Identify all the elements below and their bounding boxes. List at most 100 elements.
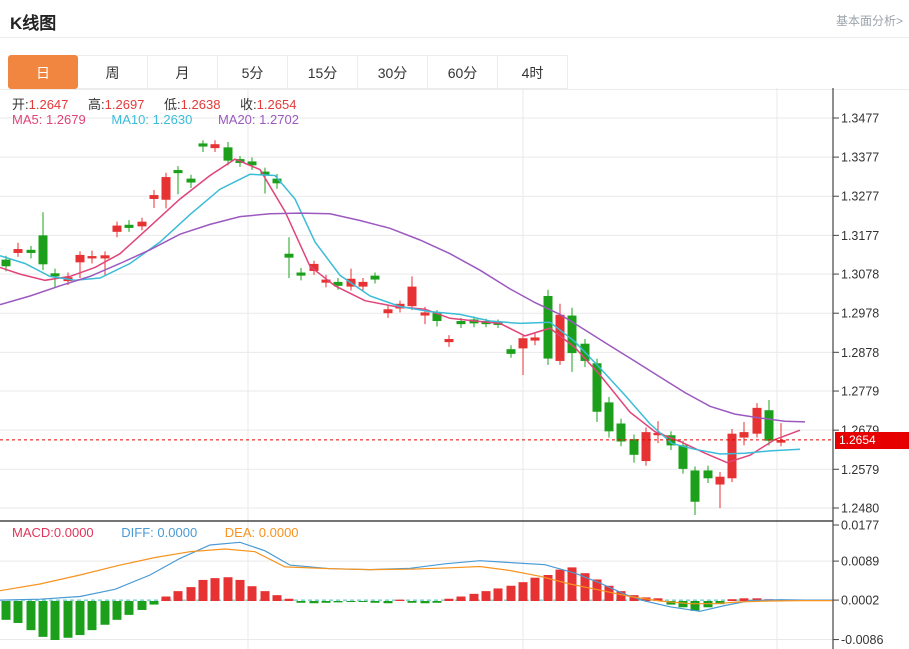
axis-tick-label: 0.0177	[841, 519, 879, 533]
candle-body	[715, 476, 725, 485]
macd-bar	[198, 579, 208, 601]
candle-body	[112, 225, 122, 232]
candle-body	[100, 255, 110, 259]
candle-body	[432, 313, 442, 322]
axis-tick-label: 0.0089	[841, 555, 879, 569]
widget-header: K线图 基本面分析>	[0, 0, 909, 38]
macd-bar	[247, 586, 257, 601]
macd-bar	[616, 591, 626, 601]
candle-body	[703, 470, 713, 479]
macd-bar	[506, 585, 516, 601]
dea-line	[0, 548, 833, 605]
macd-readout: MACD:0.0000 DIFF: 0.0000 DEA: 0.0000	[12, 525, 323, 540]
macd-bar	[666, 601, 676, 605]
tab-4hour[interactable]: 4时	[498, 55, 568, 89]
candle-body	[653, 432, 663, 436]
axis-tick-label: 1.2978	[841, 307, 879, 321]
candle-body	[456, 321, 466, 325]
macd-bar	[87, 601, 97, 631]
candle-body	[260, 171, 270, 175]
macd-bar	[235, 579, 245, 601]
candle-body	[358, 281, 368, 287]
macd-bar	[333, 601, 343, 603]
candle-body	[727, 433, 737, 479]
macd-bar	[38, 601, 48, 637]
macd-bar	[407, 601, 417, 603]
candle-body	[518, 338, 528, 349]
macd-bar	[395, 599, 405, 601]
candle-body	[50, 273, 60, 277]
candle-body	[764, 410, 774, 441]
axis-tick-label: 0.0002	[841, 594, 879, 608]
dea-value: DEA: 0.0000	[224, 525, 299, 540]
fundamental-analysis-link[interactable]: 基本面分析>	[835, 14, 903, 28]
macd-value: MACD:0.0000	[12, 525, 94, 540]
macd-bar	[260, 591, 270, 601]
tab-5min[interactable]: 5分	[218, 55, 288, 89]
macd-bar	[13, 601, 23, 623]
macd-bar	[604, 585, 614, 601]
candle-body	[38, 235, 48, 265]
period-tabs: 日 周 月 5分 15分 30分 60分 4时	[8, 55, 568, 90]
candle-body	[592, 363, 602, 412]
candle-body	[420, 312, 430, 316]
candle-body	[739, 432, 749, 438]
tab-day[interactable]: 日	[8, 55, 78, 89]
candle-body	[161, 177, 171, 200]
candle-body	[210, 144, 220, 149]
ohlc-readout: 开:1.2647 高:1.2697 低:1.2638 收:1.2654	[12, 94, 312, 113]
candle-body	[370, 275, 380, 280]
macd-bar	[518, 582, 528, 601]
macd-bar	[63, 601, 73, 638]
macd-bar	[420, 601, 430, 604]
candle-body	[530, 337, 540, 341]
candle-body	[247, 161, 257, 166]
candle-body	[124, 224, 134, 228]
macd-bar	[690, 601, 700, 611]
candle-body	[333, 281, 343, 286]
tab-week[interactable]: 周	[78, 55, 148, 89]
macd-bar	[112, 601, 122, 620]
candlestick-chart[interactable]: 1.3477 1.3377 1.3277 1.3177 1.3078 1.2978 1.28…	[0, 88, 909, 649]
candle-body	[776, 439, 786, 443]
macd-bar	[321, 601, 331, 603]
axis-tick-label: 1.2480	[841, 502, 879, 516]
candle-body	[198, 143, 208, 147]
candle-body	[616, 423, 626, 442]
macd-bar	[383, 601, 393, 604]
ma10-readout: MA10: 1.2630	[111, 112, 193, 127]
macd-bar	[173, 591, 183, 601]
candle-body	[87, 256, 97, 259]
tab-15min[interactable]: 15分	[288, 55, 358, 89]
diff-value: DIFF: 0.0000	[121, 525, 198, 540]
candle-body	[284, 253, 294, 258]
macd-bar	[432, 601, 442, 603]
candle-body	[383, 309, 393, 314]
macd-bar	[75, 601, 85, 636]
tab-60min[interactable]: 60分	[428, 55, 498, 89]
macd-bar	[50, 601, 60, 641]
candle-body	[13, 249, 23, 253]
page-title: K线图	[10, 14, 57, 33]
axis-tick-label: 1.2779	[841, 385, 879, 399]
candle-body	[444, 339, 454, 343]
macd-bar	[543, 574, 553, 601]
macd-bar	[715, 601, 725, 605]
candle-body	[149, 195, 159, 199]
macd-bar	[444, 598, 454, 601]
candle-body	[629, 439, 639, 455]
macd-bar	[161, 596, 171, 601]
macd-bar	[653, 598, 663, 601]
axis-tick-label: 1.3277	[841, 190, 879, 204]
candle-body	[296, 272, 306, 276]
candle-body	[321, 279, 331, 283]
tab-month[interactable]: 月	[148, 55, 218, 89]
axis-tick-label: 1.3177	[841, 229, 879, 243]
macd-bar	[223, 577, 233, 601]
tab-30min[interactable]: 30分	[358, 55, 428, 89]
macd-bar	[309, 601, 319, 604]
axis-tick-label: 1.2579	[841, 463, 879, 477]
axis-tick-label: -0.0086	[841, 633, 883, 647]
macd-bar	[752, 598, 762, 601]
